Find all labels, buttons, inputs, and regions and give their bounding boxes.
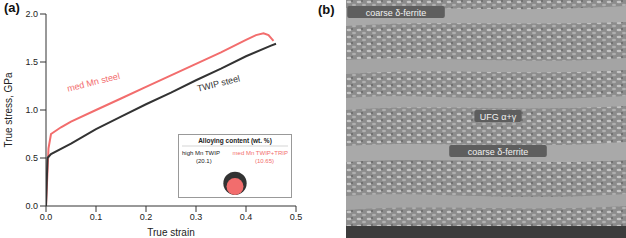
svg-text:high Mn TWIP: high Mn TWIP	[182, 150, 220, 156]
svg-text:Alloying content (wt. %): Alloying content (wt. %)	[198, 137, 272, 145]
html-text:(b): (b)	[318, 2, 335, 17]
svg-text:0.3: 0.3	[190, 212, 203, 222]
svg-text:True stress, GPa: True stress, GPa	[8, 72, 14, 148]
svg-text:0.0: 0.0	[40, 212, 53, 222]
svg-text:coarse δ-ferrite: coarse δ-ferrite	[366, 8, 427, 18]
svg-text:(10.65): (10.65)	[255, 158, 274, 164]
svg-text:(20.1): (20.1)	[196, 158, 212, 164]
html-text:med Mn steel: med Mn steel	[66, 70, 121, 94]
html-text:TWIP steel: TWIP steel	[196, 73, 241, 94]
svg-text:0.5: 0.5	[25, 153, 38, 163]
svg-text:2.0: 2.0	[25, 9, 38, 19]
svg-text:True strain: True strain	[147, 227, 194, 238]
svg-text:0.5: 0.5	[290, 212, 303, 222]
svg-text:0.0: 0.0	[25, 201, 38, 211]
svg-text:0.2: 0.2	[140, 212, 153, 222]
svg-text:1.5: 1.5	[25, 57, 38, 67]
svg-text:0.1: 0.1	[90, 212, 103, 222]
svg-text:UFG α+γ: UFG α+γ	[480, 112, 517, 122]
svg-text:coarse δ-ferrite: coarse δ-ferrite	[468, 147, 529, 157]
svg-text:0.4: 0.4	[240, 212, 253, 222]
svg-text:med Mn TWIP+TRIP: med Mn TWIP+TRIP	[233, 150, 288, 156]
html-text:(a): (a)	[4, 0, 20, 15]
svg-text:1.0: 1.0	[25, 105, 38, 115]
